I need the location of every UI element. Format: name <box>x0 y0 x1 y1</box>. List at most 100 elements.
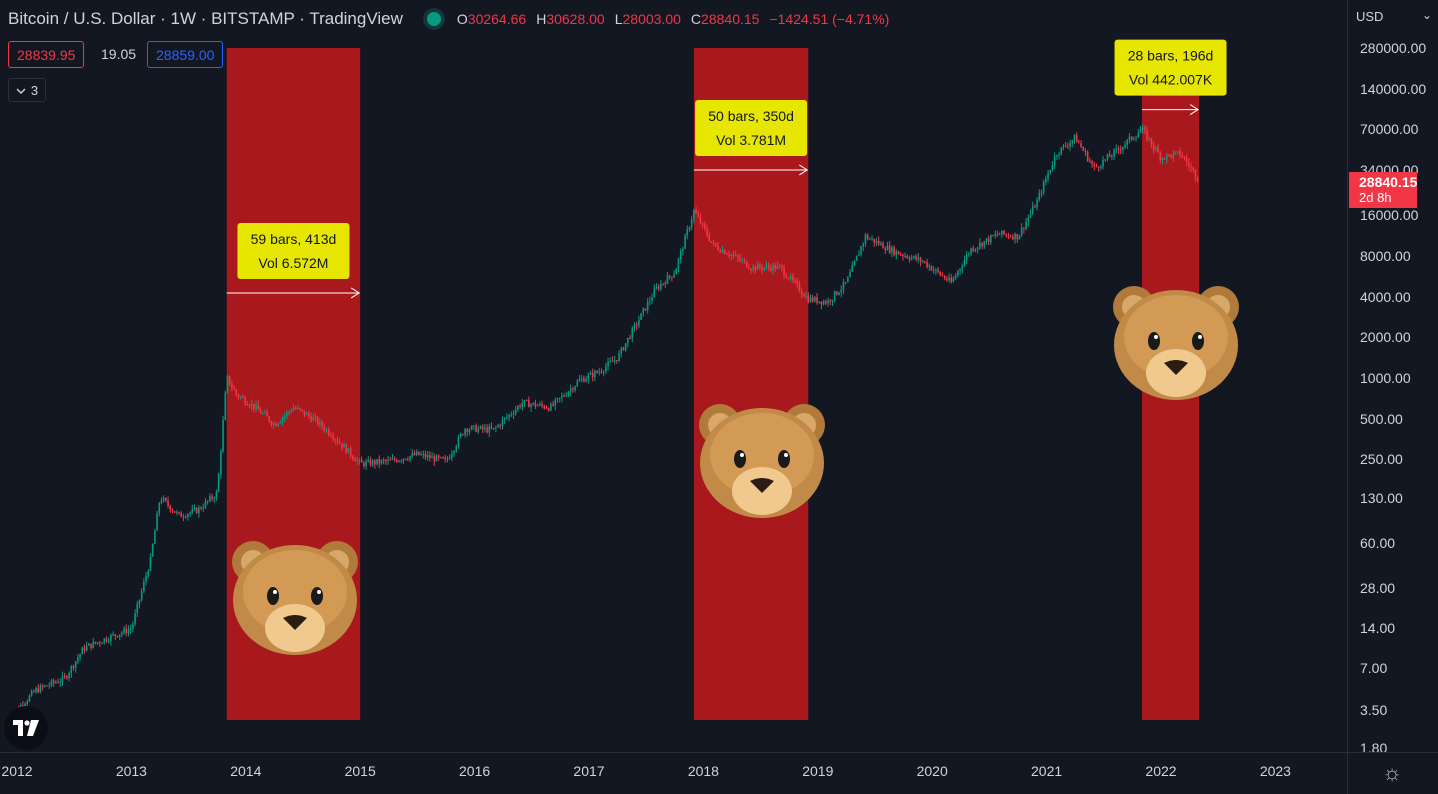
price-candle <box>198 507 200 514</box>
price-candle <box>728 254 730 256</box>
ohlc-values: O30264.66 H30628.00 L28003.00 C28840.15 … <box>456 11 890 27</box>
price-candle <box>211 496 213 499</box>
price-candle <box>992 235 994 237</box>
currency-selector[interactable]: USD <box>1356 9 1384 24</box>
measure-bars-label-1: 50 bars, 350d <box>708 108 794 124</box>
price-candle <box>503 418 506 420</box>
price-candle <box>292 407 295 412</box>
price-candle <box>594 371 596 378</box>
price-candle <box>237 394 240 398</box>
price-candle <box>83 647 86 651</box>
price-candle <box>715 243 717 246</box>
price-candle <box>1042 182 1045 193</box>
price-candle <box>440 457 442 459</box>
price-candle <box>334 439 337 441</box>
price-candle <box>640 313 642 320</box>
price-candle <box>657 286 660 289</box>
symbol-title[interactable]: Bitcoin / U.S. Dollar · 1W · BITSTAMP · … <box>8 9 403 28</box>
price-candle <box>354 458 356 462</box>
price-candle <box>649 300 651 302</box>
tradingview-logo-icon[interactable] <box>4 706 48 750</box>
price-candle <box>666 275 669 284</box>
price-candle <box>433 456 436 462</box>
price-candle <box>827 300 829 304</box>
bar-countdown: 2d 8h <box>1359 190 1392 205</box>
price-candle <box>543 405 546 409</box>
price-candle <box>1196 177 1199 181</box>
price-candle <box>448 457 451 459</box>
price-candle <box>517 405 519 410</box>
market-status-icon[interactable] <box>426 12 441 26</box>
price-candle <box>765 265 768 268</box>
price-candle <box>875 240 878 243</box>
price-candle <box>37 688 40 693</box>
price-candle <box>66 676 68 679</box>
price-candle <box>939 271 942 276</box>
price-candle <box>156 513 158 531</box>
price-candle <box>818 301 821 303</box>
price-candle <box>398 460 400 462</box>
price-candle <box>682 248 684 251</box>
price-candle <box>840 289 843 293</box>
price-candle <box>479 426 482 429</box>
price-candle <box>140 591 143 600</box>
price-candle <box>391 458 394 460</box>
price-candle <box>1029 213 1032 218</box>
price-candle <box>1067 146 1069 148</box>
price-candle <box>495 427 497 429</box>
price-candle <box>908 257 911 260</box>
price-candle <box>272 423 275 425</box>
price-candle <box>418 451 420 455</box>
price-candle <box>924 261 926 263</box>
indicators-toggle[interactable]: 3 <box>8 78 46 102</box>
chart-plot-area[interactable]: 59 bars, 413d Vol 6.572M 50 bars, 350d Vol … <box>0 0 1347 752</box>
price-candle <box>59 681 62 683</box>
price-candle <box>202 507 205 509</box>
price-candle <box>96 642 99 644</box>
price-candle <box>618 353 620 362</box>
price-candle <box>167 500 169 506</box>
price-candle <box>910 257 913 260</box>
buy-price-button[interactable]: 28859.00 <box>147 41 224 68</box>
price-candle <box>1034 206 1036 208</box>
price-candle <box>891 247 893 253</box>
price-candle <box>776 265 779 270</box>
settings-gear-icon[interactable]: ☼ <box>1382 760 1403 785</box>
price-candle <box>402 458 405 461</box>
price-candle <box>620 347 623 354</box>
price-axis[interactable]: USD ⌄ 280000.00 140000.00 70000.00 34000.00… <box>1347 0 1438 756</box>
price-candle <box>332 436 334 440</box>
price-candle <box>268 416 271 422</box>
price-candle <box>796 281 799 284</box>
price-candle <box>602 371 605 373</box>
price-candle <box>1144 127 1146 131</box>
price-candle <box>756 264 759 270</box>
sell-price-button[interactable]: 28839.95 <box>8 41 85 68</box>
price-candle <box>420 454 422 456</box>
price-candle <box>576 381 579 387</box>
price-candle <box>288 411 290 413</box>
price-candle <box>1069 142 1071 147</box>
bear-face-icon <box>232 541 358 655</box>
price-candle <box>787 277 790 279</box>
price-candle <box>319 421 321 425</box>
price-candle <box>88 643 90 646</box>
price-candle <box>365 461 367 467</box>
price-candle <box>946 278 948 281</box>
chevron-down-icon[interactable]: ⌄ <box>1422 8 1433 22</box>
price-candle <box>893 247 895 256</box>
price-candle <box>501 419 504 427</box>
price-candle <box>125 628 128 634</box>
price-candle <box>1007 234 1010 237</box>
price-candle <box>341 443 343 448</box>
price-candle <box>105 638 108 642</box>
price-candle <box>1106 154 1109 160</box>
price-candle <box>1168 154 1170 156</box>
price-candle <box>673 274 675 278</box>
time-axis[interactable]: 2012 2013 2014 2015 2016 2017 2018 2019 2020 2021… <box>0 752 1347 794</box>
price-candle <box>607 361 609 367</box>
price-candle <box>162 497 165 501</box>
price-candle <box>686 229 689 236</box>
price-candle <box>563 395 565 397</box>
price-candle <box>1038 193 1041 200</box>
